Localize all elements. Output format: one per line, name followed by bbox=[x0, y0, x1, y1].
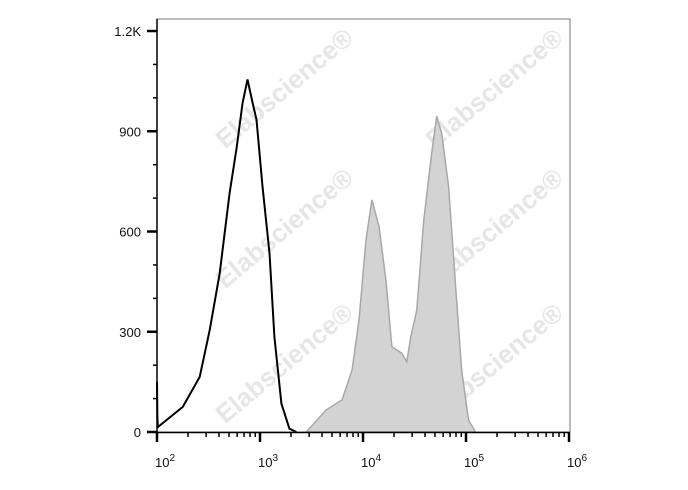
y-tick-label: 900 bbox=[119, 124, 141, 139]
y-tick-label: 600 bbox=[119, 225, 141, 240]
x-tick-label: 105 bbox=[464, 453, 484, 470]
y-tick-label: 300 bbox=[119, 325, 141, 340]
x-tick-label: 106 bbox=[567, 453, 587, 470]
x-ticks: 102 103 104 105 106 bbox=[155, 432, 587, 470]
x-tick-exponent: 2 bbox=[169, 453, 175, 464]
x-tick-label: 104 bbox=[361, 453, 381, 470]
x-tick-label: 103 bbox=[258, 453, 278, 470]
series-line-histogram bbox=[156, 79, 297, 433]
series-filled-histogram bbox=[304, 115, 477, 433]
x-tick-exponent: 4 bbox=[375, 453, 381, 464]
y-tick-label: 0 bbox=[134, 425, 141, 440]
x-tick-base: 10 bbox=[361, 455, 375, 470]
x-tick-exponent: 3 bbox=[272, 453, 278, 464]
x-tick-base: 10 bbox=[567, 455, 581, 470]
y-tick-label: 1.2K bbox=[114, 24, 141, 39]
x-tick-base: 10 bbox=[464, 455, 478, 470]
x-tick-exponent: 6 bbox=[581, 453, 587, 464]
y-ticks: 0 300 600 900 1.2K bbox=[114, 24, 157, 440]
x-tick-exponent: 5 bbox=[478, 453, 484, 464]
x-tick-base: 10 bbox=[155, 455, 169, 470]
series-layer bbox=[156, 79, 477, 433]
watermark-text: Elabscience® bbox=[210, 22, 359, 154]
x-tick-label: 102 bbox=[155, 453, 175, 470]
x-tick-base: 10 bbox=[258, 455, 272, 470]
